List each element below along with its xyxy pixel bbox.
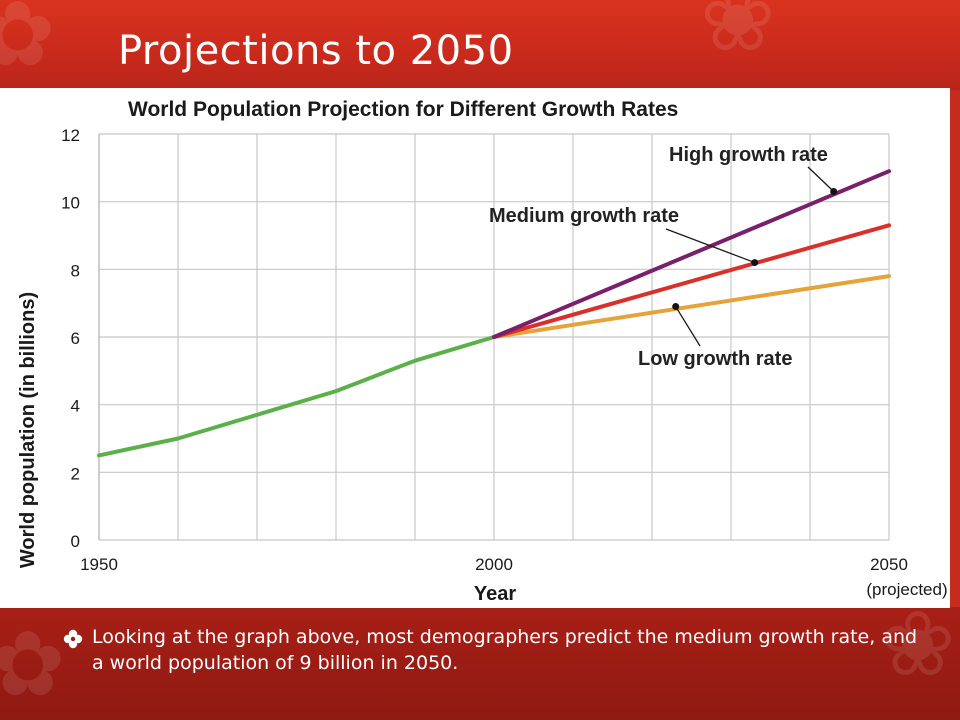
series-label-high: High growth rate: [669, 144, 828, 166]
x-tick-label: 1950: [80, 555, 118, 574]
leaf-decoration: ❀: [700, 0, 776, 72]
series-line-medium: [492, 223, 891, 339]
chart-title: World Population Projection for Differen…: [128, 98, 678, 121]
series-label-low: Low growth rate: [638, 348, 792, 370]
series-label-medium: Medium growth rate: [489, 205, 679, 227]
chart-series: [97, 169, 891, 458]
marker-low: [672, 303, 680, 311]
four-petal-flower-icon: [60, 626, 86, 652]
population-chart: World Population Projection for Differen…: [17, 98, 948, 605]
y-tick-label: 8: [71, 261, 80, 280]
caption-text: Looking at the graph above, most demogra…: [92, 626, 918, 674]
y-axis-label: World population (in billions): [17, 292, 39, 568]
leader-line-high: [807, 166, 835, 192]
chart-annotations: High growth rate Medium growth rate Low gr…: [489, 144, 838, 370]
slide-title: Projections to 2050: [118, 28, 514, 74]
leaf-decoration: ✿: [0, 612, 66, 717]
x-axis-label: Year: [474, 583, 516, 605]
y-tick-label: 4: [71, 397, 80, 416]
leaf-decoration: ✿: [0, 0, 56, 87]
chart-panel: World Population Projection for Differen…: [0, 88, 950, 608]
leader-line-low: [675, 306, 701, 347]
y-tick-label: 6: [71, 329, 80, 348]
marker-high: [830, 188, 838, 196]
y-tick-label: 2: [71, 464, 80, 483]
title-band: [0, 0, 960, 90]
y-tick-label: 10: [61, 194, 80, 213]
y-tick-label: 0: [71, 532, 80, 551]
caption-band: [0, 607, 960, 720]
x-tick-label: 2050: [870, 555, 908, 574]
x-tick-note: (projected): [866, 580, 947, 599]
y-tick-label: 12: [61, 126, 80, 145]
caption-bullet: Looking at the graph above, most demogra…: [60, 624, 920, 676]
marker-medium: [751, 259, 759, 267]
leader-line-medium: [665, 228, 755, 264]
series-line-low: [492, 274, 891, 339]
series-line-high: [492, 169, 891, 339]
leaf-decoration: ❀: [880, 592, 956, 697]
chart-axes: 0 2 4 6 8 10 12 1950 2000 2050 (projected): [61, 126, 948, 599]
series-line-historical: [97, 335, 496, 458]
x-tick-label: 2000: [475, 555, 513, 574]
